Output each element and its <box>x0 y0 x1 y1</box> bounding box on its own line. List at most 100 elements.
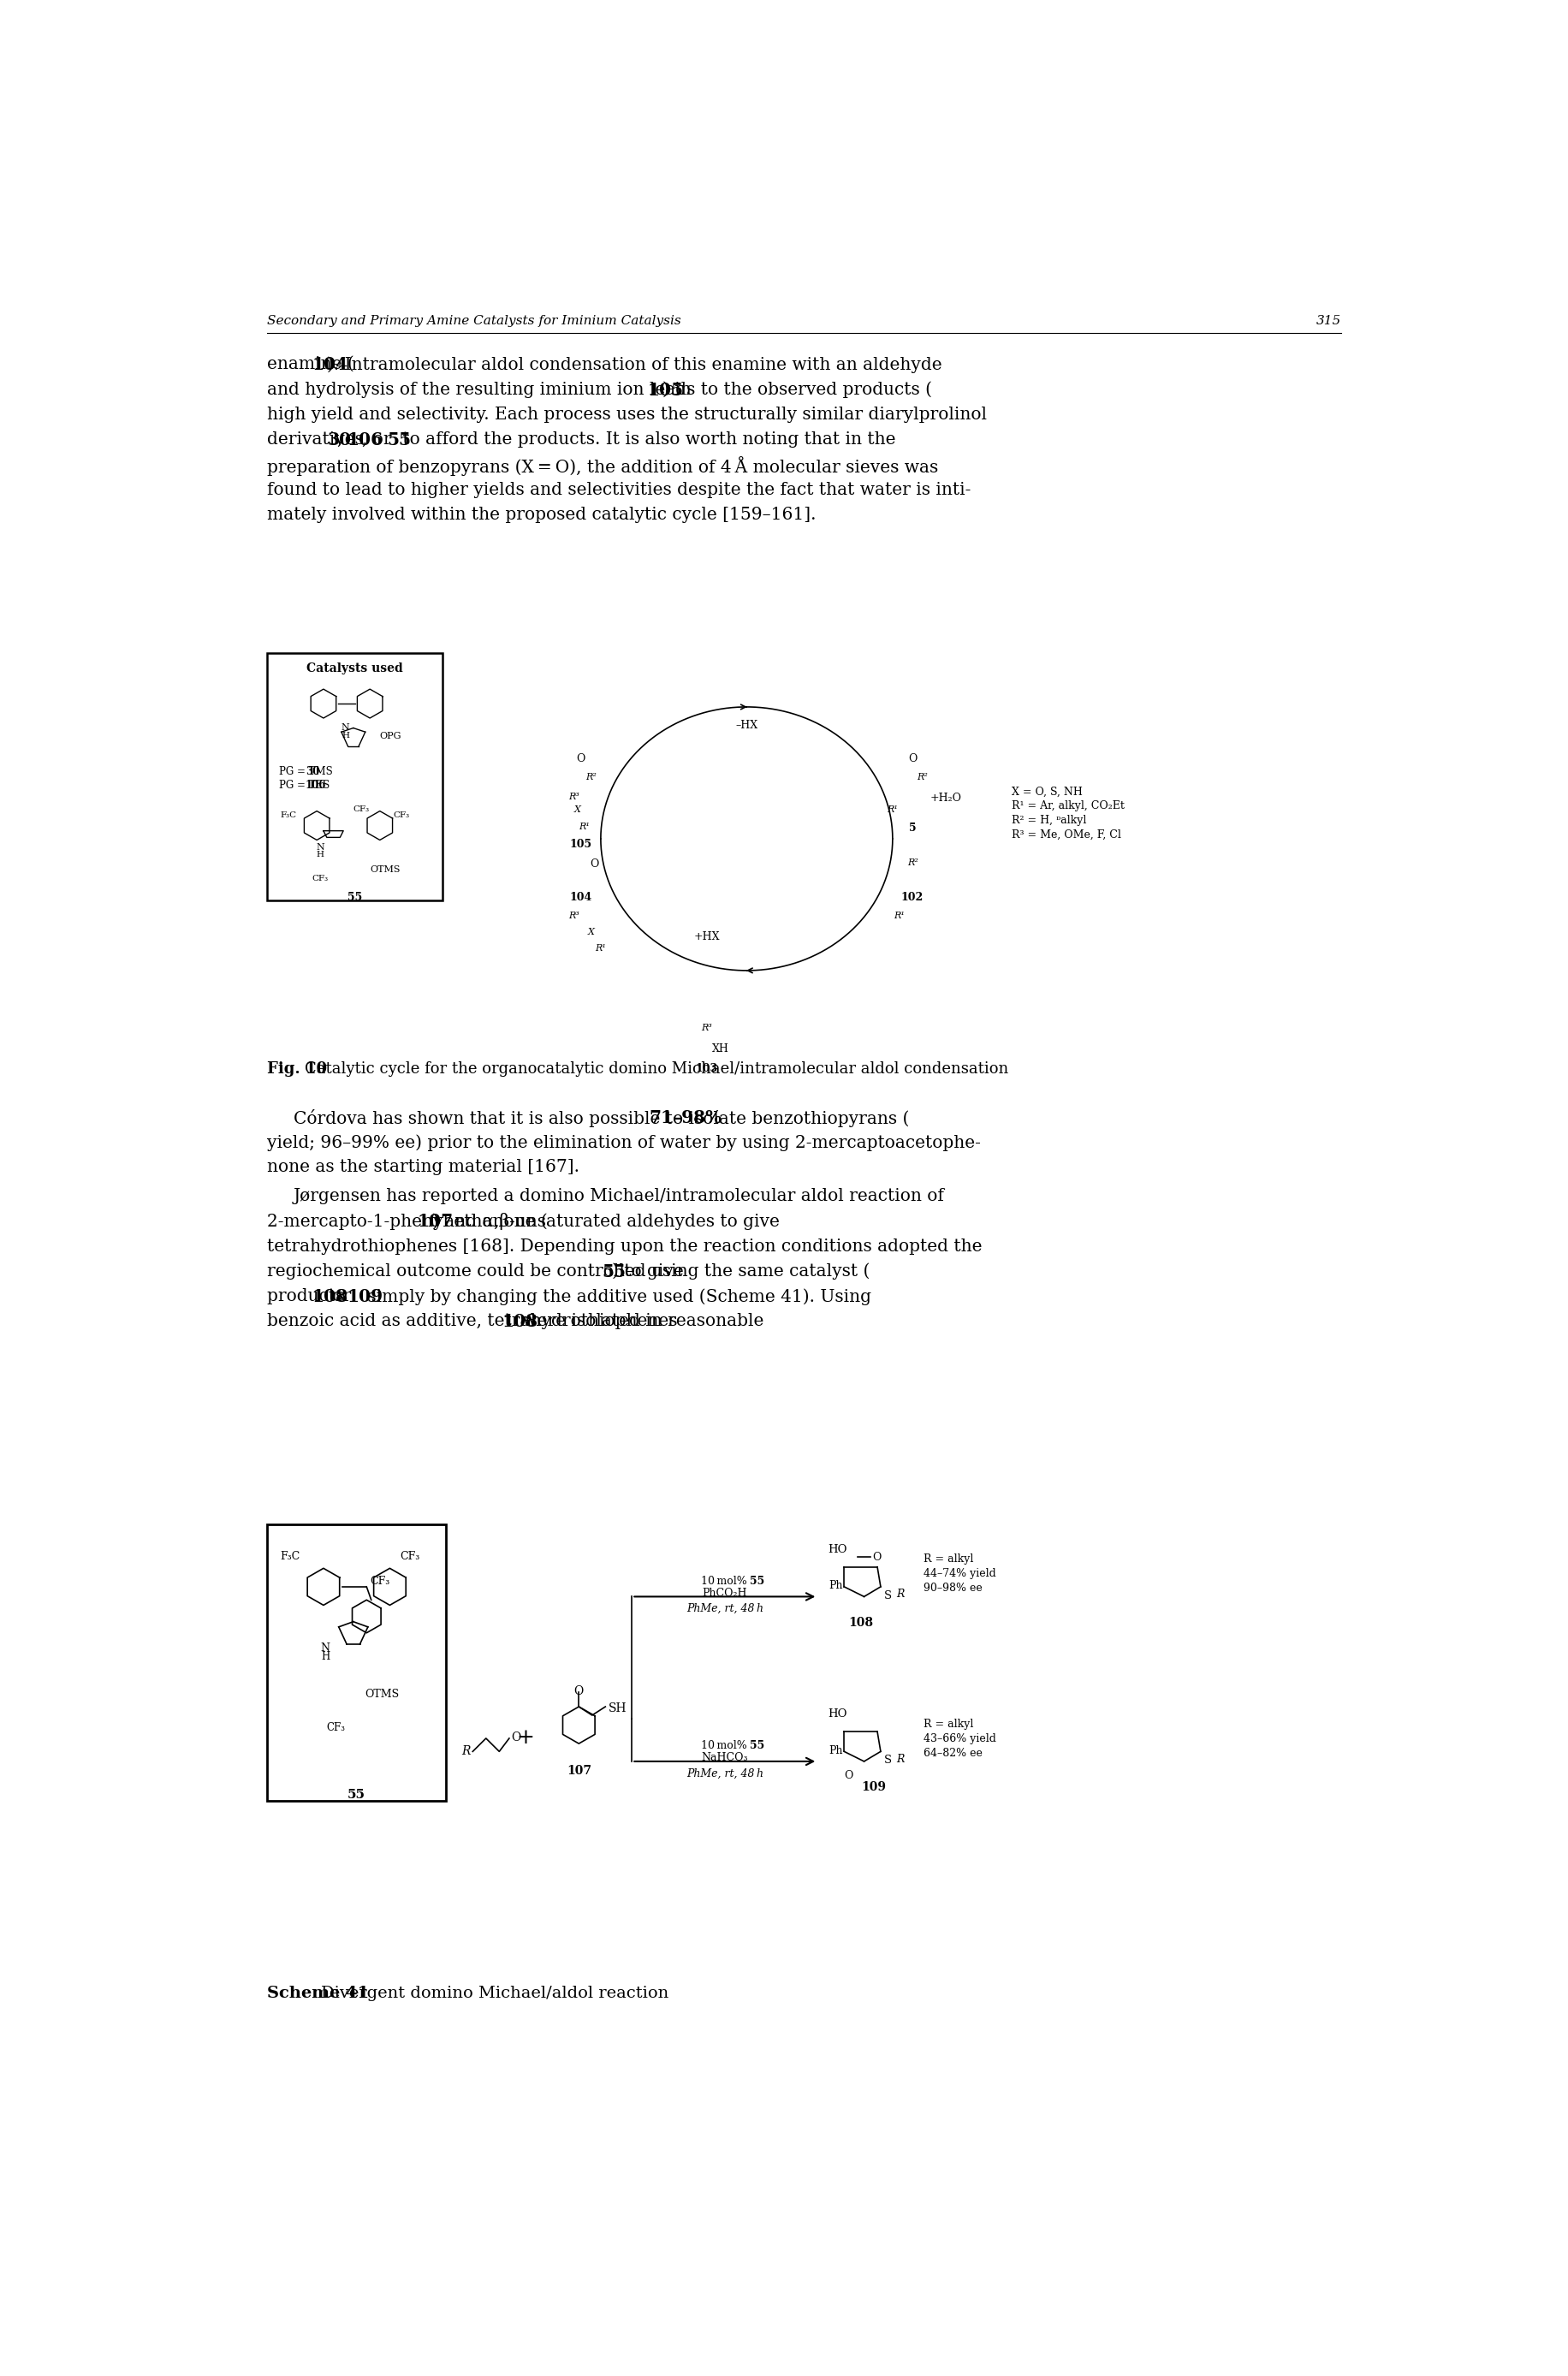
Text: ). Intramolecular aldol condensation of this enamine with an aldehyde: ). Intramolecular aldol condensation of … <box>326 356 942 373</box>
Text: 90–98% ee: 90–98% ee <box>924 1582 982 1594</box>
Text: CF₃: CF₃ <box>400 1552 419 1561</box>
Text: R: R <box>895 1590 903 1599</box>
Text: CF₃: CF₃ <box>353 805 370 813</box>
Text: R²: R² <box>916 772 927 782</box>
Text: Scheme 41: Scheme 41 <box>267 1986 368 2001</box>
Text: enamine (: enamine ( <box>267 356 354 373</box>
Text: 108: 108 <box>848 1616 873 1628</box>
Text: 30: 30 <box>326 432 351 449</box>
Text: Ph: Ph <box>829 1580 844 1592</box>
Text: 104: 104 <box>312 356 348 373</box>
Text: preparation of benzopyrans (X = O), the addition of 4 Å molecular sieves was: preparation of benzopyrans (X = O), the … <box>267 456 938 475</box>
Text: high yield and selectivity. Each process uses the structurally similar diarylpro: high yield and selectivity. Each process… <box>267 406 986 423</box>
Text: benzoic acid as additive, tetrahydrothiophenes: benzoic acid as additive, tetrahydrothio… <box>267 1314 682 1331</box>
Text: R¹ = Ar, alkyl, CO₂Et: R¹ = Ar, alkyl, CO₂Et <box>1011 801 1124 813</box>
Text: CF₃: CF₃ <box>326 1723 345 1732</box>
Text: Fig. 10: Fig. 10 <box>267 1062 326 1076</box>
Text: H: H <box>317 851 325 858</box>
Text: 71–98%: 71–98% <box>648 1110 721 1126</box>
Text: S: S <box>883 1756 891 1765</box>
Text: regiochemical outcome could be controlled using the same catalyst (: regiochemical outcome could be controlle… <box>267 1264 870 1281</box>
Text: tetrahydrothiophenes [168]. Depending upon the reaction conditions adopted the: tetrahydrothiophenes [168]. Depending up… <box>267 1238 982 1255</box>
Text: found to lead to higher yields and selectivities despite the fact that water is : found to lead to higher yields and selec… <box>267 482 971 499</box>
Text: 55: 55 <box>347 891 362 903</box>
Text: PG = TMS: PG = TMS <box>279 765 332 777</box>
Text: OTMS: OTMS <box>370 865 400 874</box>
Text: 2-mercapto-1-phenyl ethanone (: 2-mercapto-1-phenyl ethanone ( <box>267 1214 547 1231</box>
Text: X: X <box>574 805 580 815</box>
Text: to afford the products. It is also worth noting that in the: to afford the products. It is also worth… <box>397 432 895 447</box>
Text: +HX: +HX <box>693 931 720 943</box>
Text: SH: SH <box>608 1701 627 1713</box>
Text: ) and α,β-unsaturated aldehydes to give: ) and α,β-unsaturated aldehydes to give <box>431 1214 779 1231</box>
Text: simply by changing the additive used (Scheme 41). Using: simply by changing the additive used (Sc… <box>362 1288 870 1304</box>
Text: derivatives: derivatives <box>267 432 368 447</box>
Text: R²: R² <box>585 772 596 782</box>
Text: 106: 106 <box>306 779 326 791</box>
Text: 10 mol%: 10 mol% <box>701 1575 748 1587</box>
Text: HO: HO <box>828 1544 847 1554</box>
Text: R = alkyl: R = alkyl <box>924 1554 974 1566</box>
Text: 104: 104 <box>569 891 591 903</box>
Text: R¹: R¹ <box>594 943 605 953</box>
Text: 105: 105 <box>569 839 591 851</box>
Text: 107: 107 <box>417 1214 453 1231</box>
Text: none as the starting material [167].: none as the starting material [167]. <box>267 1159 579 1176</box>
Text: 55: 55 <box>750 1739 764 1751</box>
Text: R¹: R¹ <box>579 822 590 832</box>
Text: O: O <box>574 1685 583 1696</box>
Text: or: or <box>326 1288 356 1304</box>
Text: 55: 55 <box>348 1789 365 1801</box>
Text: 102: 102 <box>900 891 924 903</box>
Text: Jørgensen has reported a domino Michael/intramolecular aldol reaction of: Jørgensen has reported a domino Michael/… <box>293 1188 944 1205</box>
Text: 103: 103 <box>695 1062 718 1074</box>
Text: R¹: R¹ <box>894 912 905 920</box>
Text: N: N <box>340 722 350 732</box>
Text: 55: 55 <box>750 1575 764 1587</box>
Text: R³: R³ <box>568 912 580 920</box>
Text: O: O <box>511 1732 521 1744</box>
Text: 108: 108 <box>312 1288 348 1304</box>
Text: R³: R³ <box>568 794 580 801</box>
Text: Ph: Ph <box>829 1744 844 1756</box>
Text: F₃C: F₃C <box>281 1552 299 1561</box>
Text: OPG: OPG <box>379 732 401 741</box>
Text: R² = H, ᶛalkyl: R² = H, ᶛalkyl <box>1011 815 1087 827</box>
Text: 30: 30 <box>306 765 320 777</box>
Text: XH: XH <box>712 1043 728 1055</box>
Text: X = O, S, NH: X = O, S, NH <box>1011 786 1082 796</box>
Text: +: + <box>516 1727 535 1749</box>
Text: R¹: R¹ <box>886 805 897 815</box>
Text: 10 mol%: 10 mol% <box>701 1739 748 1751</box>
Text: PhMe, rt, 48 h: PhMe, rt, 48 h <box>685 1768 764 1780</box>
Text: R = alkyl: R = alkyl <box>924 1718 974 1730</box>
Text: +H₂O: +H₂O <box>930 794 961 803</box>
Text: 106: 106 <box>347 432 383 449</box>
Text: O: O <box>872 1552 880 1563</box>
Text: 55: 55 <box>387 432 411 449</box>
Text: O: O <box>575 753 585 765</box>
Text: H: H <box>321 1651 329 1661</box>
Text: PhMe, rt, 48 h: PhMe, rt, 48 h <box>685 1604 764 1613</box>
Text: X: X <box>586 927 594 936</box>
Text: OTMS: OTMS <box>365 1689 400 1699</box>
Text: PhCO₂H: PhCO₂H <box>702 1587 746 1599</box>
Text: N: N <box>320 1642 329 1654</box>
Text: O: O <box>844 1770 853 1782</box>
Text: 108: 108 <box>502 1314 538 1331</box>
Text: O: O <box>590 858 599 870</box>
Text: ) to give: ) to give <box>612 1264 684 1281</box>
Text: Divergent domino Michael/aldol reaction: Divergent domino Michael/aldol reaction <box>320 1986 668 2001</box>
Text: , or: , or <box>362 432 397 447</box>
Text: R: R <box>895 1753 903 1765</box>
Text: 315: 315 <box>1316 316 1341 328</box>
Text: F₃C: F₃C <box>281 813 296 820</box>
Text: NaHCO₃: NaHCO₃ <box>701 1751 748 1763</box>
Text: were isolated in reasonable: were isolated in reasonable <box>517 1314 764 1331</box>
Text: 107: 107 <box>566 1765 591 1777</box>
Text: 5: 5 <box>908 822 916 834</box>
Text: S: S <box>883 1590 891 1601</box>
Text: –HX: –HX <box>735 720 757 732</box>
Text: 109: 109 <box>347 1288 383 1304</box>
Text: 43–66% yield: 43–66% yield <box>924 1732 996 1744</box>
